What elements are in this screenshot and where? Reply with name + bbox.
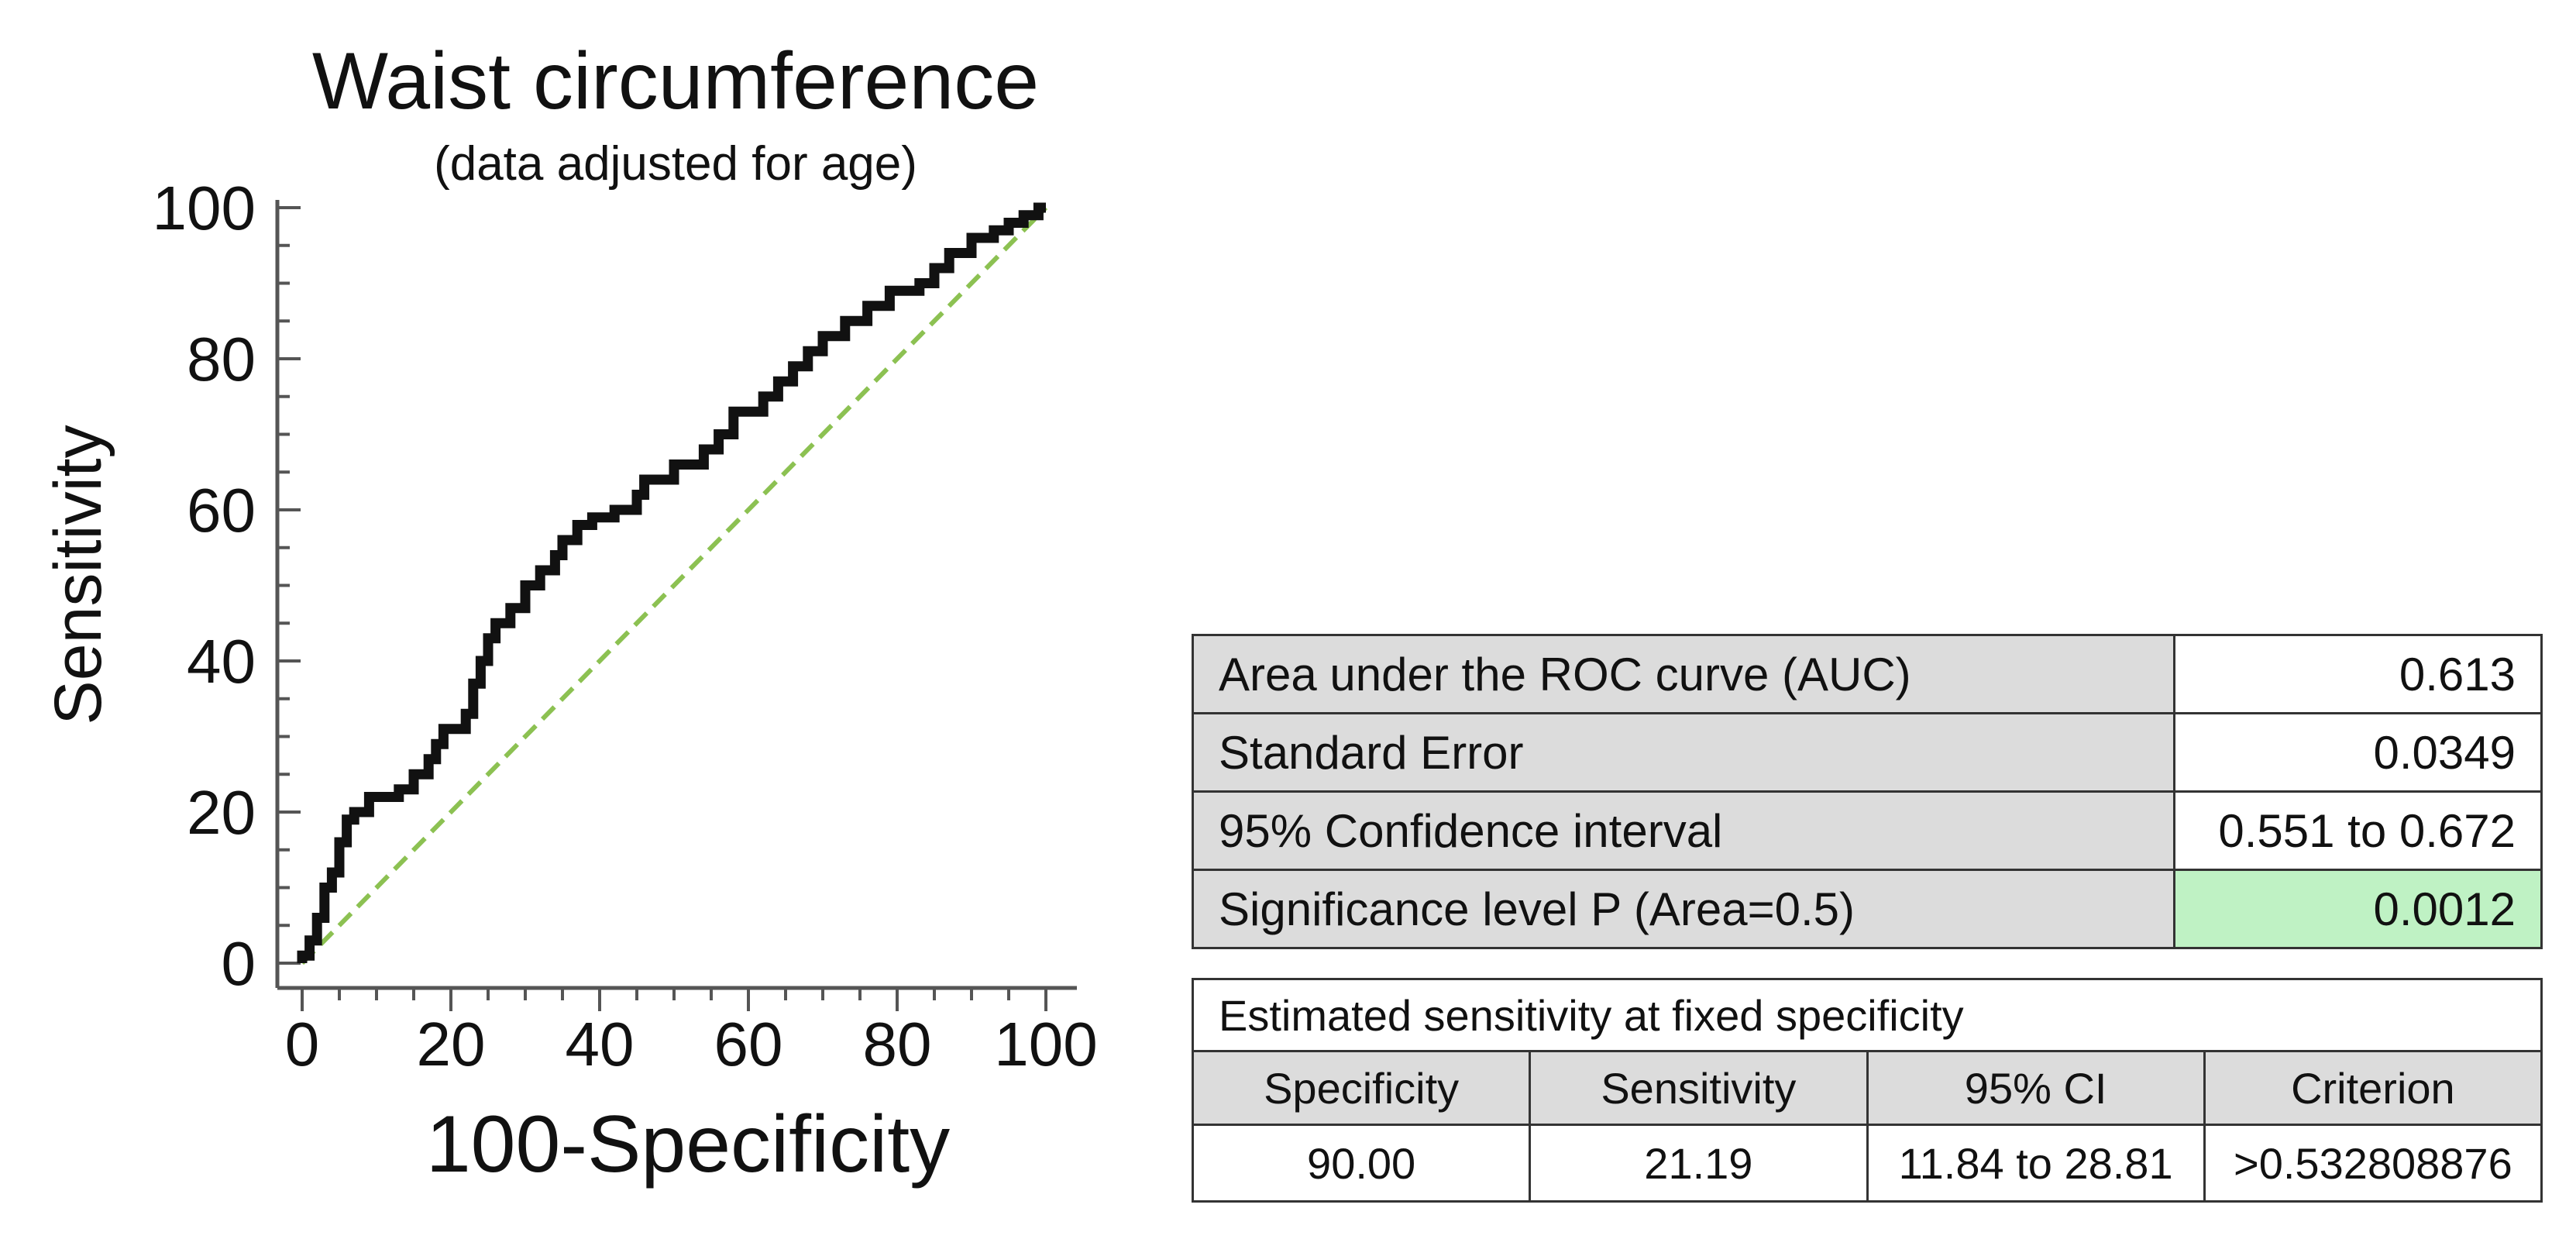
table-row: Area under the ROC curve (AUC) 0.613 xyxy=(1192,634,2543,714)
y-tick-label: 20 xyxy=(187,778,256,847)
x-tick-label: 100 xyxy=(994,1010,1097,1079)
table-header-row: Specificity Sensitivity 95% CI Criterion xyxy=(1191,1050,2543,1126)
auc-label: Area under the ROC curve (AUC) xyxy=(1192,634,2175,714)
reference-diagonal-layer xyxy=(300,205,1048,965)
auc-stats-table: Area under the ROC curve (AUC) 0.613 Sta… xyxy=(1192,634,2543,949)
column-header-specificity: Specificity xyxy=(1191,1050,1532,1126)
cell-criterion: >0.532808876 xyxy=(2203,1124,2543,1203)
x-tick-label: 80 xyxy=(863,1010,932,1079)
table-caption-row: Estimated sensitivity at fixed specifici… xyxy=(1192,978,2543,1052)
roc-curve-layer xyxy=(297,202,1046,963)
x-tick-label: 20 xyxy=(417,1010,486,1079)
auc-value: 0.613 xyxy=(2173,634,2543,714)
cell-specificity: 90.00 xyxy=(1191,1124,1532,1203)
sensitivity-table: Estimated sensitivity at fixed specifici… xyxy=(1191,978,2543,1203)
cell-95ci: 11.84 to 28.81 xyxy=(1866,1124,2206,1203)
y-axis-label: Sensitivity xyxy=(41,425,115,724)
roc-curve-line xyxy=(297,202,1046,963)
column-header-95ci: 95% CI xyxy=(1866,1050,2206,1126)
standard-error-value: 0.0349 xyxy=(2173,712,2543,793)
significance-level-value: 0.0012 xyxy=(2173,869,2543,949)
column-header-sensitivity: Sensitivity xyxy=(1529,1050,1869,1126)
confidence-interval-label: 95% Confidence interval xyxy=(1192,790,2175,871)
reference-diagonal-line xyxy=(300,205,1048,965)
sensitivity-table-caption: Estimated sensitivity at fixed specifici… xyxy=(1192,978,2543,1052)
y-tick-label: 100 xyxy=(153,174,256,243)
column-header-criterion: Criterion xyxy=(2203,1050,2543,1126)
x-tick-label: 60 xyxy=(714,1010,783,1079)
x-tick-label: 0 xyxy=(285,1010,320,1079)
y-tick-label: 80 xyxy=(187,325,256,394)
axes: 0 20 40 60 80 100 0 20 40 60 80 100 xyxy=(153,174,1098,1079)
y-tick-label: 0 xyxy=(222,929,256,998)
x-axis-label: 100-Specificity xyxy=(426,1100,950,1189)
y-tick-label: 60 xyxy=(187,476,256,545)
table-row: Significance level P (Area=0.5) 0.0012 xyxy=(1192,869,2543,949)
chart-subtitle: (data adjusted for age) xyxy=(434,137,917,191)
confidence-interval-value: 0.551 to 0.672 xyxy=(2173,790,2543,871)
table-row: 95% Confidence interval 0.551 to 0.672 xyxy=(1192,790,2543,871)
standard-error-label: Standard Error xyxy=(1192,712,2175,793)
x-tick-label: 40 xyxy=(566,1010,635,1079)
table-row: Standard Error 0.0349 xyxy=(1192,712,2543,793)
significance-level-label: Significance level P (Area=0.5) xyxy=(1192,869,2175,949)
chart-title: Waist circumference xyxy=(312,36,1039,126)
cell-sensitivity: 21.19 xyxy=(1529,1124,1869,1203)
y-tick-label: 40 xyxy=(187,627,256,696)
roc-chart: Waist circumference (data adjusted for a… xyxy=(41,36,1098,1189)
table-row: 90.00 21.19 11.84 to 28.81 >0.532808876 xyxy=(1191,1124,2543,1203)
